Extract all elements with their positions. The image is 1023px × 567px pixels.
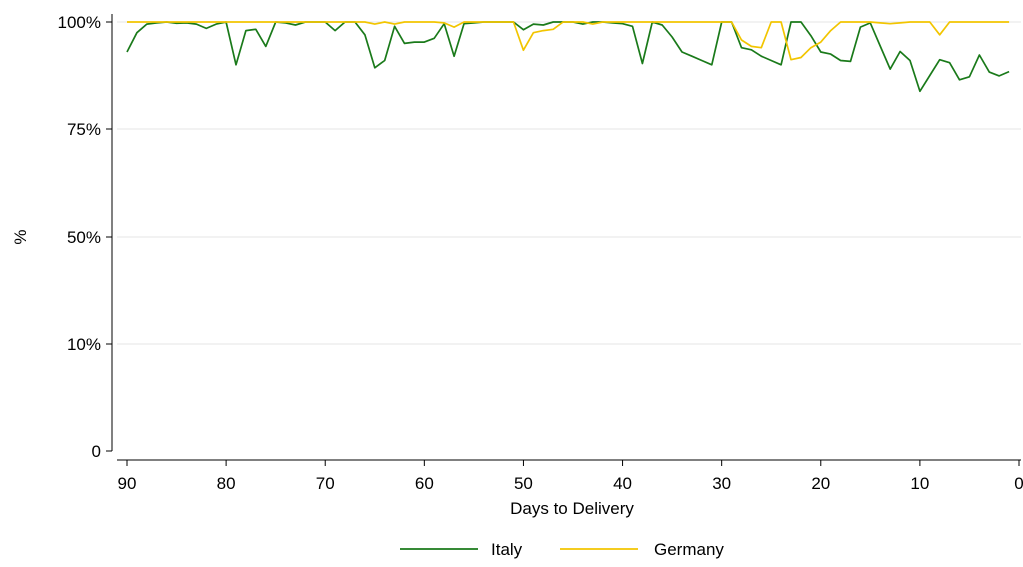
y-tick-label: 50% <box>67 228 101 247</box>
x-axis-title: Days to Delivery <box>510 499 634 518</box>
y-tick-label: 10% <box>67 335 101 354</box>
series-line-italy <box>126 21 1010 93</box>
gridlines <box>117 21 1021 345</box>
x-tick-label: 10 <box>910 474 929 493</box>
x-tick-label: 30 <box>712 474 731 493</box>
series-line-germany <box>127 21 1010 61</box>
y-axis-title: % <box>11 229 30 244</box>
y-ticks: 0 10% 50% 75% 100% <box>58 13 112 461</box>
x-tick-label: 80 <box>217 474 236 493</box>
x-tick-label: 50 <box>514 474 533 493</box>
legend-label-italy: Italy <box>491 540 523 559</box>
legend: Italy Germany <box>400 540 724 559</box>
x-tick-label: 0 <box>1014 474 1023 493</box>
y-tick-label: 75% <box>67 120 101 139</box>
y-tick-label: 100% <box>58 13 101 32</box>
axes <box>111 14 1021 461</box>
series-layer <box>126 21 1010 93</box>
x-tick-label: 90 <box>118 474 137 493</box>
y-tick-label: 0 <box>92 442 101 461</box>
x-tick-label: 70 <box>316 474 335 493</box>
x-ticks: 90 80 70 60 50 40 30 20 10 0 <box>118 460 1023 493</box>
x-tick-label: 60 <box>415 474 434 493</box>
legend-label-germany: Germany <box>654 540 724 559</box>
x-tick-label: 20 <box>811 474 830 493</box>
x-tick-label: 40 <box>613 474 632 493</box>
